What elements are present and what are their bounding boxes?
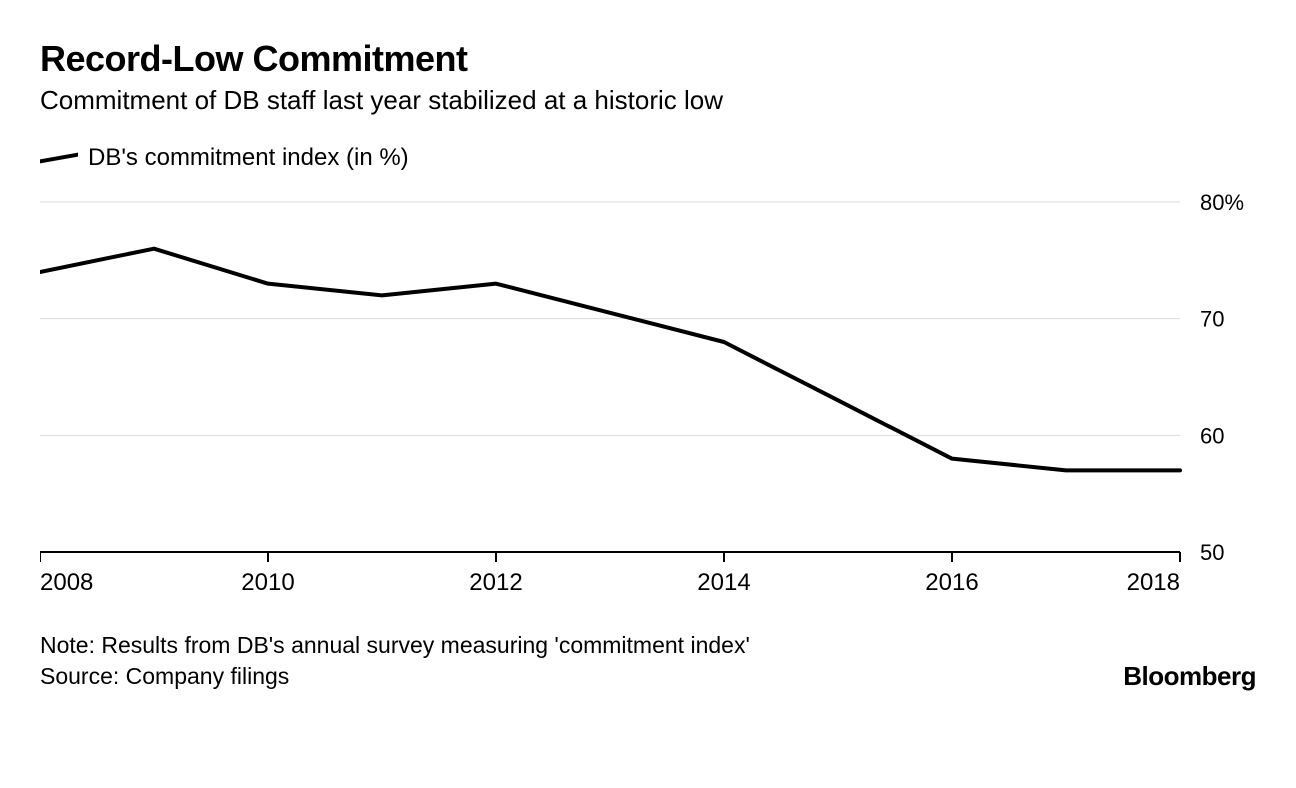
y-tick-label: 60 xyxy=(1200,424,1224,449)
y-tick-label: 80% xyxy=(1200,192,1244,215)
x-tick-label: 2010 xyxy=(241,569,294,596)
y-tick-label: 70 xyxy=(1200,307,1224,332)
x-tick-label: 2018 xyxy=(1127,569,1180,596)
footer-note: Note: Results from DB's annual survey me… xyxy=(40,630,1256,661)
x-tick-label: 2016 xyxy=(925,569,978,596)
brand-label: Bloomberg xyxy=(1123,661,1256,692)
chart-title: Record-Low Commitment xyxy=(40,38,1256,79)
chart-subtitle: Commitment of DB staff last year stabili… xyxy=(40,85,1256,116)
legend: DB's commitment index (in %) xyxy=(40,144,1256,172)
line-chart-svg: 2008 2010 2012 2014 2016 2018 50 60 70 80% xyxy=(40,192,1256,612)
legend-series-label: DB's commitment index (in %) xyxy=(88,144,409,172)
footer-source: Source: Company filings xyxy=(40,661,1256,692)
y-tick-label: 50 xyxy=(1200,540,1224,565)
chart-area: 2008 2010 2012 2014 2016 2018 50 60 70 80% xyxy=(40,192,1256,612)
chart-footer: Note: Results from DB's annual survey me… xyxy=(40,630,1256,692)
x-tick-label: 2014 xyxy=(697,569,750,596)
x-tick-label: 2008 xyxy=(40,569,93,596)
x-tick-label: 2012 xyxy=(469,569,522,596)
legend-swatch xyxy=(40,153,78,164)
series-line-commitment_index xyxy=(40,249,1180,471)
